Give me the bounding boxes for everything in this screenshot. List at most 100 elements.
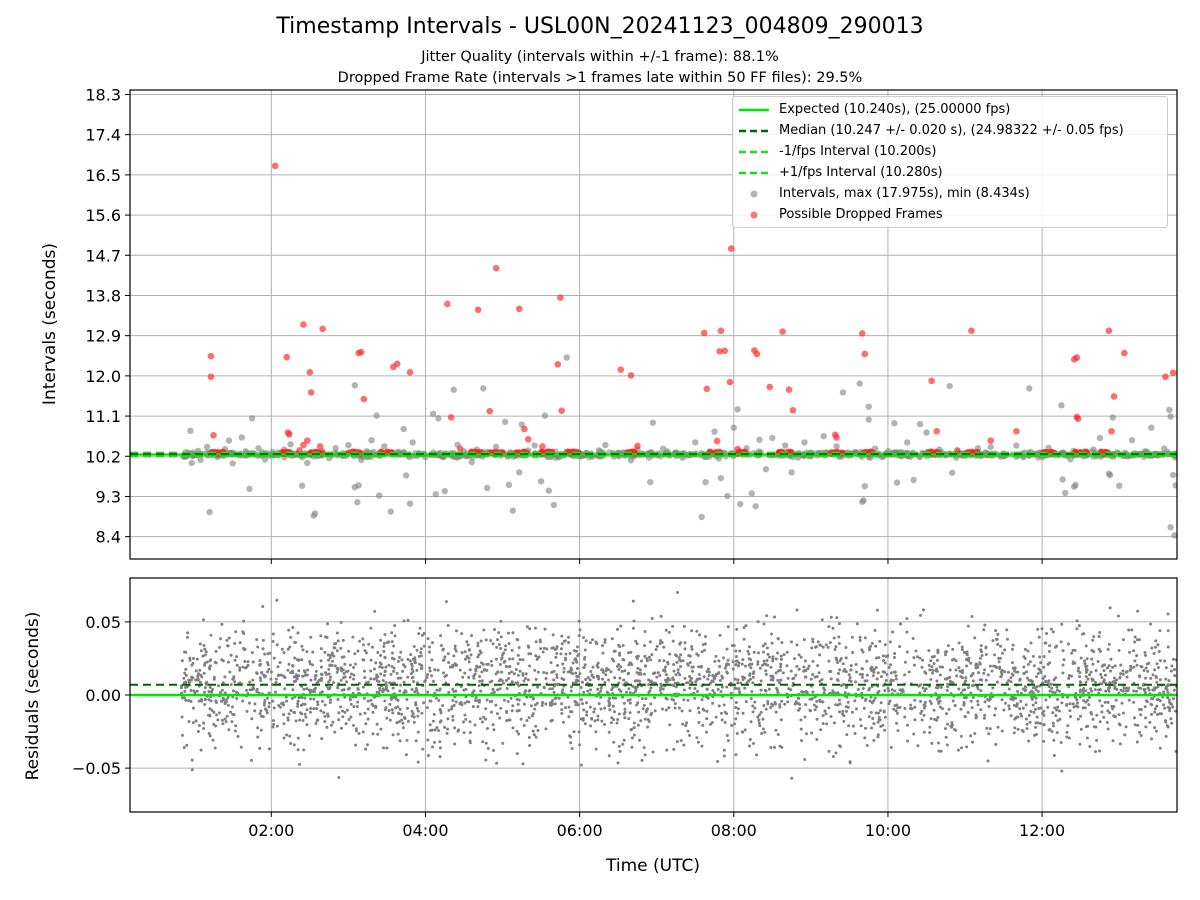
residual-point <box>871 717 875 721</box>
residual-point <box>973 636 977 640</box>
residual-point <box>994 664 998 668</box>
residual-point <box>1112 676 1116 680</box>
residual-point <box>882 709 886 713</box>
residual-point <box>294 675 298 679</box>
residual-point <box>569 689 573 693</box>
residual-point <box>371 710 375 714</box>
residual-point <box>1115 678 1119 682</box>
residual-point <box>752 650 756 654</box>
residual-point <box>467 675 471 679</box>
residual-point <box>596 714 600 718</box>
residual-point <box>496 670 500 674</box>
residual-point <box>671 624 675 628</box>
residual-point <box>982 671 986 675</box>
residual-point <box>330 651 334 655</box>
residual-point <box>1079 727 1083 731</box>
residual-point <box>720 685 724 689</box>
interval-point <box>541 412 549 419</box>
residual-point <box>365 743 369 747</box>
residual-point <box>501 741 505 745</box>
residual-point <box>1098 631 1102 635</box>
residual-point <box>931 668 935 672</box>
residual-point <box>619 624 623 628</box>
residual-point <box>718 678 722 682</box>
residual-point <box>559 647 563 651</box>
residual-point <box>313 677 317 681</box>
residual-point <box>735 627 739 631</box>
residual-point <box>408 659 412 663</box>
residual-point <box>312 707 316 711</box>
residual-point <box>516 638 520 642</box>
dropped-frame-point <box>726 378 734 386</box>
residual-point <box>620 669 624 673</box>
residual-point <box>182 696 186 700</box>
residual-point <box>603 723 607 727</box>
residual-point <box>1164 666 1168 670</box>
residual-point <box>796 702 800 706</box>
residual-point <box>383 699 387 703</box>
residual-point <box>342 672 346 676</box>
residual-point <box>776 651 780 655</box>
residual-point <box>508 718 512 722</box>
interval-point <box>537 478 545 485</box>
legend-median-swatch <box>739 129 769 133</box>
residual-point <box>536 728 540 732</box>
residual-point <box>922 608 926 612</box>
residual-point <box>779 654 783 658</box>
residual-point <box>786 676 790 680</box>
residual-point <box>892 656 896 660</box>
residual-point <box>995 680 999 684</box>
residual-point <box>451 665 455 669</box>
residual-point <box>370 702 374 706</box>
interval-point <box>692 439 699 446</box>
residual-point <box>911 636 915 640</box>
residual-point <box>395 671 399 675</box>
residual-point <box>218 711 222 715</box>
residual-point <box>265 711 269 715</box>
interval-point <box>1072 481 1079 489</box>
residual-point <box>552 678 556 682</box>
residual-point <box>889 678 893 682</box>
residual-point <box>1045 631 1049 635</box>
residual-point <box>679 641 683 645</box>
interval-point <box>730 424 737 431</box>
residual-point <box>491 723 495 727</box>
interval-point <box>891 420 898 427</box>
residual-point <box>596 665 600 669</box>
residual-point <box>1052 724 1056 728</box>
residual-point <box>695 629 699 633</box>
residual-point <box>1075 619 1079 623</box>
residual-point <box>330 659 334 663</box>
residual-point <box>382 746 386 750</box>
residual-point <box>686 662 690 666</box>
residual-point <box>180 733 184 737</box>
residual-point <box>378 665 382 669</box>
residual-point <box>187 699 191 703</box>
residual-point <box>896 706 900 710</box>
residual-point <box>266 696 270 700</box>
residual-point <box>489 639 493 643</box>
residual-point <box>1137 707 1141 711</box>
residual-point <box>603 681 607 685</box>
residual-point <box>247 701 251 705</box>
residual-point <box>623 669 627 673</box>
residual-point <box>1155 662 1159 666</box>
residual-point <box>1115 687 1119 691</box>
residual-point <box>326 712 330 716</box>
residual-point <box>612 659 616 663</box>
residual-point <box>198 642 202 646</box>
residual-point <box>412 680 416 684</box>
residual-point <box>285 699 289 703</box>
residual-point <box>800 739 804 743</box>
residual-point <box>242 632 246 636</box>
residual-point <box>1060 769 1064 773</box>
residual-point <box>932 662 936 666</box>
residual-point <box>1165 724 1169 728</box>
residual-point <box>314 721 318 725</box>
dropped-frame-point <box>727 245 735 252</box>
residual-point <box>434 696 438 700</box>
residual-point <box>490 663 494 667</box>
residual-point <box>944 735 948 739</box>
residual-point <box>485 727 489 731</box>
residual-point <box>401 669 405 673</box>
